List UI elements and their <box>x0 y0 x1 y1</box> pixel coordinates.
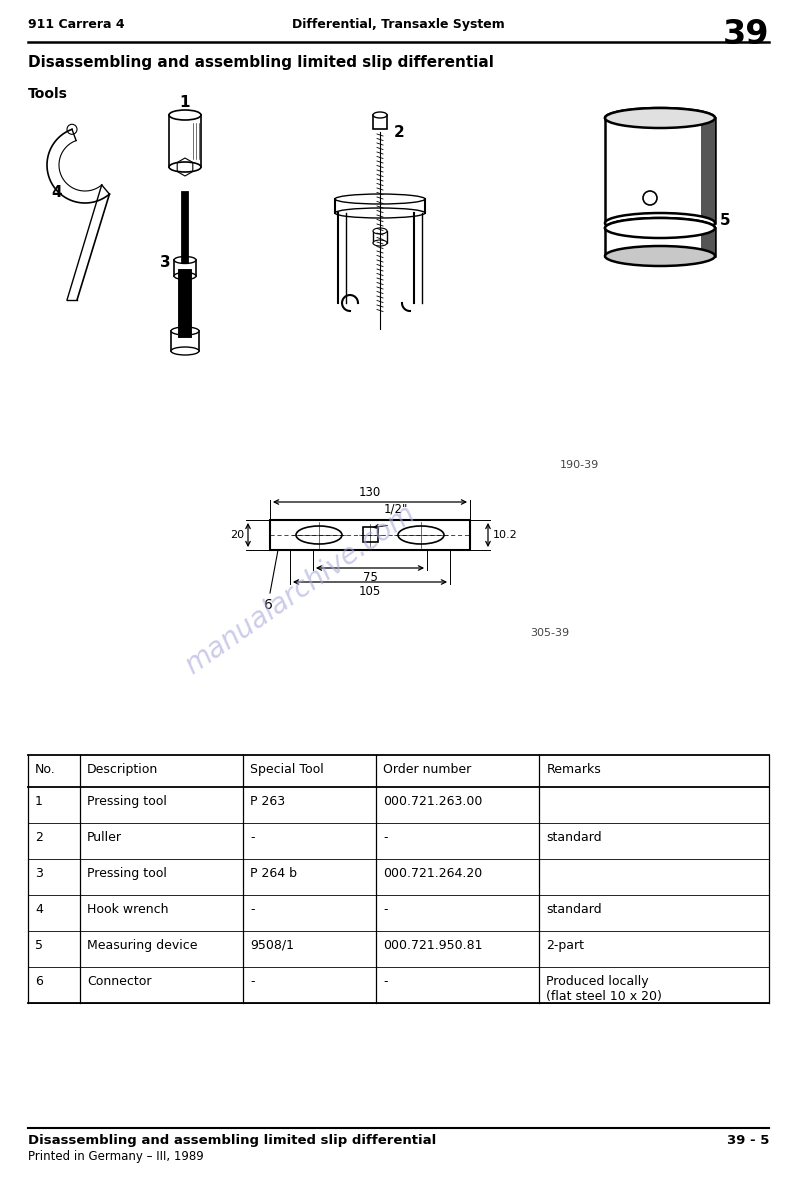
Text: 3: 3 <box>159 255 171 270</box>
Bar <box>701 228 715 255</box>
Text: 9508/1: 9508/1 <box>250 939 294 952</box>
Ellipse shape <box>605 108 715 128</box>
Ellipse shape <box>171 347 199 355</box>
Text: Differential, Transaxle System: Differential, Transaxle System <box>292 18 505 31</box>
Text: Pressing tool: Pressing tool <box>87 795 167 808</box>
Bar <box>169 115 201 168</box>
Ellipse shape <box>605 219 715 238</box>
Circle shape <box>643 191 657 206</box>
Text: 3: 3 <box>35 867 43 880</box>
Text: 000.721.950.81: 000.721.950.81 <box>383 939 483 952</box>
Text: manualarchive.com: manualarchive.com <box>179 500 421 681</box>
Text: -: - <box>383 903 388 916</box>
Text: Puller: Puller <box>87 830 122 843</box>
Text: 2: 2 <box>35 830 43 843</box>
Ellipse shape <box>174 257 196 264</box>
Ellipse shape <box>373 112 387 118</box>
Ellipse shape <box>398 526 444 544</box>
Ellipse shape <box>605 108 715 128</box>
Text: 5: 5 <box>720 213 731 228</box>
Ellipse shape <box>171 327 199 335</box>
Ellipse shape <box>335 208 425 219</box>
Ellipse shape <box>169 162 201 172</box>
Text: Remarks: Remarks <box>546 763 601 776</box>
Ellipse shape <box>605 219 715 238</box>
Text: Hook wrench: Hook wrench <box>87 903 168 916</box>
Text: 305-39: 305-39 <box>530 628 569 638</box>
Text: 911 Carrera 4: 911 Carrera 4 <box>28 18 124 31</box>
Ellipse shape <box>296 526 342 544</box>
Text: Disassembling and assembling limited slip differential: Disassembling and assembling limited sli… <box>28 55 494 70</box>
Text: Special Tool: Special Tool <box>250 763 324 776</box>
Text: Printed in Germany – III, 1989: Printed in Germany – III, 1989 <box>28 1150 204 1163</box>
Text: Pressing tool: Pressing tool <box>87 867 167 880</box>
Text: Measuring device: Measuring device <box>87 939 198 952</box>
Text: 4: 4 <box>52 185 62 200</box>
Text: 1: 1 <box>180 95 190 110</box>
Text: Connector: Connector <box>87 975 151 988</box>
Text: P 263: P 263 <box>250 795 285 808</box>
Text: 5: 5 <box>35 939 43 952</box>
Text: -: - <box>250 975 254 988</box>
Text: standard: standard <box>546 903 602 916</box>
Ellipse shape <box>174 272 196 279</box>
Text: 2: 2 <box>394 125 405 140</box>
Text: No.: No. <box>35 763 56 776</box>
Text: 2-part: 2-part <box>546 939 584 952</box>
Text: standard: standard <box>546 830 602 843</box>
Ellipse shape <box>373 240 387 246</box>
Text: 6: 6 <box>264 598 273 612</box>
Ellipse shape <box>335 194 425 204</box>
Ellipse shape <box>605 246 715 266</box>
Text: -: - <box>250 830 254 843</box>
Bar <box>171 331 199 350</box>
Text: 10.2: 10.2 <box>493 530 518 541</box>
Text: -: - <box>383 830 388 843</box>
Text: 000.721.264.20: 000.721.264.20 <box>383 867 482 880</box>
Text: 75: 75 <box>363 571 378 584</box>
Bar <box>373 115 387 129</box>
Text: Produced locally
(flat steel 10 x 20): Produced locally (flat steel 10 x 20) <box>546 975 662 1003</box>
Bar <box>605 228 715 255</box>
Ellipse shape <box>373 228 387 234</box>
Text: 39: 39 <box>723 18 769 51</box>
Text: 6: 6 <box>35 975 43 988</box>
Text: P 264 b: P 264 b <box>250 867 297 880</box>
Bar <box>335 200 425 213</box>
Bar <box>363 527 378 542</box>
Bar <box>270 520 470 550</box>
Text: Order number: Order number <box>383 763 472 776</box>
Bar <box>373 230 387 244</box>
Bar <box>701 118 715 223</box>
Ellipse shape <box>169 110 201 120</box>
Text: -: - <box>250 903 254 916</box>
Text: 4: 4 <box>35 903 43 916</box>
Text: -: - <box>383 975 388 988</box>
Text: 1: 1 <box>35 795 43 808</box>
Text: 1/2": 1/2" <box>384 503 408 516</box>
Text: 130: 130 <box>359 486 381 499</box>
Text: 39 - 5: 39 - 5 <box>727 1135 769 1146</box>
Text: Description: Description <box>87 763 158 776</box>
Text: 000.721.263.00: 000.721.263.00 <box>383 795 483 808</box>
Bar <box>174 260 196 276</box>
Text: 190-39: 190-39 <box>560 460 599 470</box>
Bar <box>605 118 715 223</box>
Text: 20: 20 <box>230 530 244 541</box>
Text: Disassembling and assembling limited slip differential: Disassembling and assembling limited sli… <box>28 1135 436 1146</box>
Text: Tools: Tools <box>28 87 68 101</box>
Ellipse shape <box>605 213 715 233</box>
Text: 105: 105 <box>359 584 381 598</box>
